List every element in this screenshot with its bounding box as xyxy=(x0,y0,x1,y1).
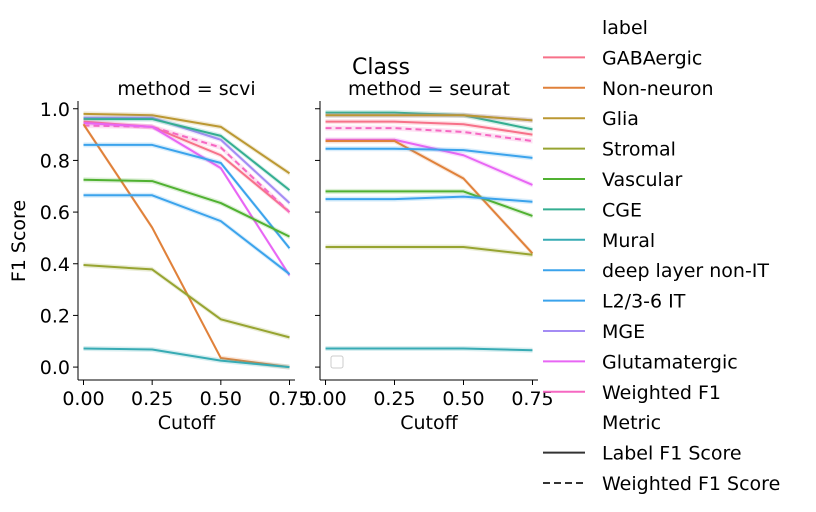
series-line-non-neuron xyxy=(82,123,290,369)
panel-title: method = scvi xyxy=(117,78,255,100)
series-band-gabaergic xyxy=(325,119,533,138)
legend-label: MGE xyxy=(602,321,645,343)
legend-item-cge: CGE xyxy=(543,199,642,221)
legend-label: Mural xyxy=(602,230,655,252)
series-band-deep-layer-non-it xyxy=(83,192,290,277)
legend-label: Weighted F1 Score xyxy=(602,473,780,495)
series-line-deep-layer-non-it xyxy=(83,194,291,275)
series-band-mural xyxy=(83,345,290,370)
series-band-glia xyxy=(83,111,290,176)
legend-label: Non-neuron xyxy=(602,78,714,100)
legend-item-glia: Glia xyxy=(543,108,639,130)
legend-label: L2/3-6 IT xyxy=(602,291,686,313)
legend-item-gabaergic: GABAergic xyxy=(543,47,702,69)
legend-label: Glia xyxy=(602,108,639,130)
series-line-glia xyxy=(83,112,291,175)
y-tick-label: 0.2 xyxy=(40,305,70,327)
y-tick-label: 0.0 xyxy=(40,357,70,379)
y-axis-label: F1 Score xyxy=(8,200,30,282)
series-line-non-neuron xyxy=(325,140,534,255)
series-line-glutamatergic xyxy=(83,121,291,276)
series-line-gabaergic xyxy=(325,120,533,136)
facet-panels: method = scvi 0.00 0.25 0.50 0.75 Cutoff 0.0 0.… xyxy=(40,78,554,434)
legend: label GABAergic Non-neuron Glia Stromal Vascu… xyxy=(543,17,780,495)
series-line-cge xyxy=(83,118,291,191)
legend-label: GABAergic xyxy=(602,47,702,69)
x-tick-label: 0.75 xyxy=(268,388,310,410)
legend-item-weighted-f1-score: Weighted F1 Score xyxy=(543,473,780,495)
series-line-cge xyxy=(325,111,533,131)
series-line-mural xyxy=(83,347,290,369)
chart-title: Class xyxy=(352,55,410,80)
series-line-vascular xyxy=(325,190,533,217)
legend-label: Vascular xyxy=(602,169,682,191)
x-tick-label: 0.00 xyxy=(304,388,346,410)
series-line-l2-3-6-it xyxy=(83,143,291,249)
x-tick-label: 0.00 xyxy=(62,388,104,410)
series-band-vascular xyxy=(83,177,290,240)
legend-item-glutamatergic: Glutamatergic xyxy=(543,351,738,373)
x-tick-label: 0.25 xyxy=(373,388,415,410)
legend-item-l2-3-6-it: L2/3-6 IT xyxy=(543,291,686,313)
legend-label: Stromal xyxy=(602,139,676,161)
legend-label: Weighted F1 xyxy=(602,382,721,404)
x-axis-label: Cutoff xyxy=(400,412,458,434)
series-band-non-neuron xyxy=(325,138,533,256)
x-tick-label: 0.50 xyxy=(200,388,242,410)
x-tick-label: 0.50 xyxy=(442,388,484,410)
series-band-l2-3-6-it xyxy=(325,146,533,161)
series-line-stromal xyxy=(83,264,290,339)
legend-item-label-f1-score: Label F1 Score xyxy=(543,443,742,465)
legend-label: deep layer non-IT xyxy=(602,260,769,282)
empty-legend-box xyxy=(330,355,344,369)
legend-label: Glutamatergic xyxy=(602,351,738,373)
x-axis-label: Cutoff xyxy=(158,412,216,434)
legend-item-mural: Mural xyxy=(543,230,655,252)
legend-title-label: label xyxy=(602,17,648,39)
y-tick-label: 0.6 xyxy=(40,202,70,224)
series-band-non-neuron xyxy=(83,121,290,370)
series-line-stromal xyxy=(325,245,533,256)
series-line-mge xyxy=(83,116,291,204)
y-tick-label: 1.0 xyxy=(40,99,70,121)
series-line-glutamatergic xyxy=(325,138,533,186)
legend-item-non-neuron: Non-neuron xyxy=(543,78,714,100)
legend-item-vascular: Vascular xyxy=(543,169,682,191)
series-line-weighted-f1 xyxy=(325,127,533,143)
legend-item-mge: MGE xyxy=(543,321,645,343)
x-tick-label: 0.75 xyxy=(511,388,553,410)
series-line-weighted-f1 xyxy=(83,124,291,213)
series-line-mural xyxy=(325,347,533,352)
series-line-l2-3-6-it xyxy=(325,147,533,159)
series-band-deep-layer-non-it xyxy=(325,194,533,205)
legend-item-stromal: Stromal xyxy=(543,139,676,161)
legend-label: Label F1 Score xyxy=(602,443,742,465)
series-band-weighted-f1 xyxy=(325,125,533,144)
series-line-glia xyxy=(325,114,533,122)
legend-item-weighted-f1: Weighted F1 xyxy=(543,382,721,404)
y-tick-label: 0.8 xyxy=(40,150,70,172)
x-tick-label: 0.25 xyxy=(131,388,173,410)
series-band-glutamatergic xyxy=(325,137,533,188)
panel-1: method = scvi 0.00 0.25 0.50 0.75 Cutoff 0.0 0.… xyxy=(40,78,311,434)
y-tick-label: 0.4 xyxy=(40,254,70,276)
legend-item-deep-layer-non-it: deep layer non-IT xyxy=(543,260,769,282)
series-line-deep-layer-non-it xyxy=(325,195,533,203)
panel-title: method = seurat xyxy=(348,78,510,100)
series-band-vascular xyxy=(325,188,533,219)
legend-label: CGE xyxy=(602,199,642,221)
series-line-vascular xyxy=(83,178,290,238)
panel-2: method = seurat 0.00 0.25 0.50 0.75 Cutoff xyxy=(304,78,553,434)
legend-title-metric: Metric xyxy=(602,412,661,434)
